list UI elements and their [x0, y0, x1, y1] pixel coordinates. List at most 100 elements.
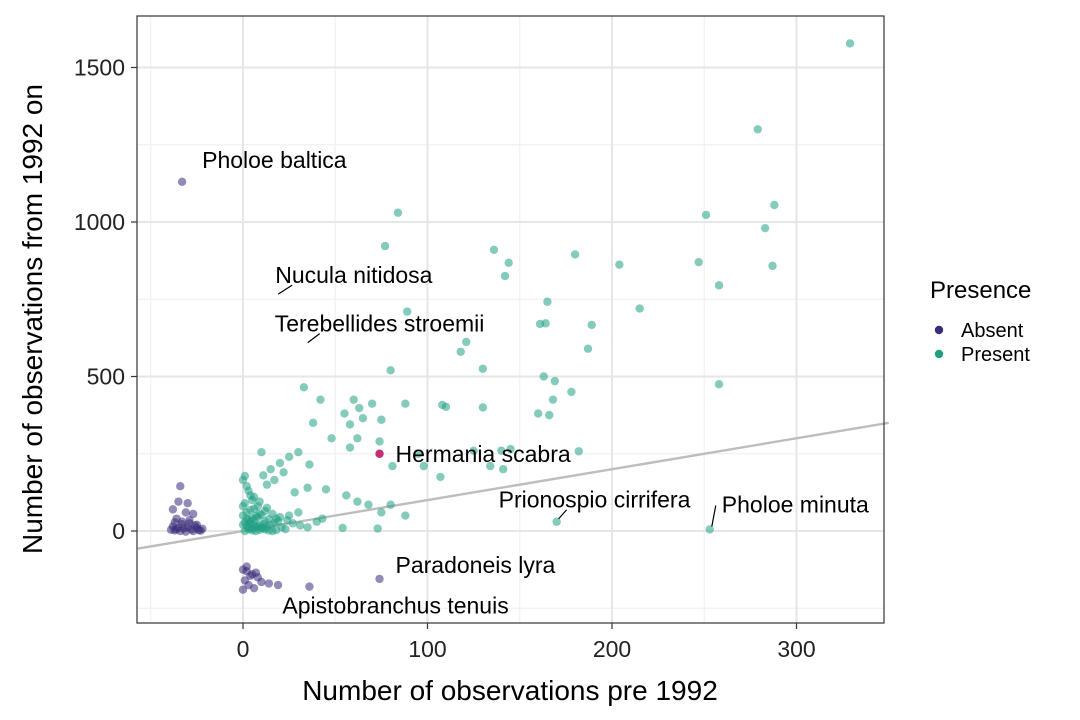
- data-point-present: [257, 448, 266, 457]
- data-point-present: [262, 480, 272, 489]
- data-point-present: [419, 461, 429, 471]
- data-point-present: [266, 465, 275, 474]
- data-point-present: [760, 223, 770, 233]
- legend-title: Presence: [930, 277, 1031, 304]
- data-point-absent: [238, 585, 248, 594]
- data-point-present: [498, 465, 508, 474]
- data-point-absent: [185, 515, 194, 525]
- annotations: Pholoe baltica Nucula nitidosa Terebellide…: [202, 147, 869, 619]
- data-point-present: [552, 517, 561, 526]
- data-point-present: [436, 472, 445, 482]
- data-point-present: [506, 444, 515, 454]
- data-point-present: [462, 337, 471, 347]
- x-tick-label: 200: [593, 636, 631, 662]
- x-axis-title: Number of observations pre 1992: [302, 675, 718, 706]
- data-point-present: [338, 523, 347, 533]
- data-point-present: [583, 344, 593, 353]
- data-point-present: [264, 515, 274, 524]
- data-point-present: [353, 434, 362, 443]
- data-point-present: [635, 304, 644, 313]
- data-point-present: [478, 364, 488, 373]
- data-point-present: [770, 200, 779, 210]
- data-point-present: [303, 523, 312, 532]
- data-point-absent: [273, 580, 283, 590]
- data-point-present: [539, 372, 548, 381]
- y-tick-label: 500: [87, 364, 125, 390]
- annotation-leader: [711, 505, 717, 527]
- y-axis-ticks: 0 500 1000 1500: [74, 55, 137, 544]
- data-point-absent: [257, 577, 266, 587]
- data-point-present: [500, 271, 510, 281]
- data-point-absent: [192, 524, 202, 533]
- data-point-absent: [177, 520, 187, 529]
- data-point-present: [281, 524, 290, 534]
- data-point-present: [349, 395, 358, 404]
- data-point-present: [299, 383, 309, 392]
- data-point-absent: [242, 562, 251, 571]
- data-point-present: [295, 521, 305, 530]
- legend-label-present: Present: [961, 344, 1030, 366]
- annotation-label: Terebellides stroemii: [275, 311, 485, 337]
- data-point-present: [275, 458, 285, 468]
- data-point-absent: [170, 518, 179, 527]
- data-point-absent: [168, 505, 178, 514]
- data-point-present: [534, 409, 543, 418]
- data-point-present: [262, 503, 272, 513]
- gridlines: [137, 16, 884, 623]
- annotation-leader: [307, 333, 321, 344]
- x-tick-label: 100: [408, 636, 446, 662]
- data-point-present: [574, 447, 583, 456]
- data-point-present: [377, 508, 386, 517]
- data-point-present: [316, 395, 325, 404]
- data-point-present: [303, 483, 312, 492]
- data-point-present: [615, 260, 624, 269]
- data-point-present: [305, 460, 314, 469]
- data-point-present: [548, 395, 558, 404]
- data-point-absent: [176, 481, 185, 491]
- x-axis-ticks: 0 100 200 300: [237, 623, 816, 662]
- y-tick-label: 0: [112, 518, 125, 544]
- data-point-present: [714, 281, 724, 290]
- y-axis-title: Number of observations from 1992 on: [17, 84, 48, 554]
- data-point-present: [567, 387, 576, 397]
- data-point-present: [401, 511, 410, 520]
- annotation-leader: [558, 509, 568, 520]
- data-point-present: [694, 257, 703, 267]
- data-point-present: [403, 307, 412, 316]
- data-point-present: [386, 366, 395, 375]
- data-point-present: [294, 508, 303, 517]
- data-point-present: [345, 443, 355, 452]
- data-point-present: [259, 471, 268, 480]
- annotation-leader: [277, 284, 293, 295]
- data-point-absent: [264, 579, 274, 588]
- data-point-present: [388, 461, 397, 471]
- data-point-present: [377, 415, 386, 424]
- data-point-present: [570, 250, 580, 259]
- data-point-present: [714, 380, 724, 389]
- data-point-present: [353, 497, 362, 506]
- data-point-hermania-scabra: [375, 449, 384, 458]
- data-point-present: [255, 497, 264, 506]
- data-point-present: [308, 418, 318, 428]
- data-point-present: [249, 504, 259, 513]
- data-point-present: [345, 420, 355, 429]
- data-point-present: [279, 468, 288, 477]
- annotation-label: Prionospio cirrifera: [499, 487, 691, 513]
- data-point-present: [393, 208, 403, 217]
- data-point-present: [355, 403, 364, 413]
- y-tick-label: 1000: [74, 209, 125, 235]
- data-point-absent: [181, 508, 191, 517]
- data-point-present: [768, 261, 777, 271]
- data-point-present: [340, 409, 349, 418]
- data-point-present: [705, 525, 714, 534]
- data-point-present: [240, 471, 250, 481]
- data-point-present: [550, 376, 560, 386]
- data-point-absent: [177, 177, 187, 187]
- data-point-present: [401, 399, 410, 408]
- data-point-absent: [174, 497, 183, 506]
- data-point-present: [587, 320, 596, 330]
- data-point-present: [321, 485, 331, 494]
- plot-border: [136, 15, 885, 624]
- data-point-absent: [251, 568, 261, 577]
